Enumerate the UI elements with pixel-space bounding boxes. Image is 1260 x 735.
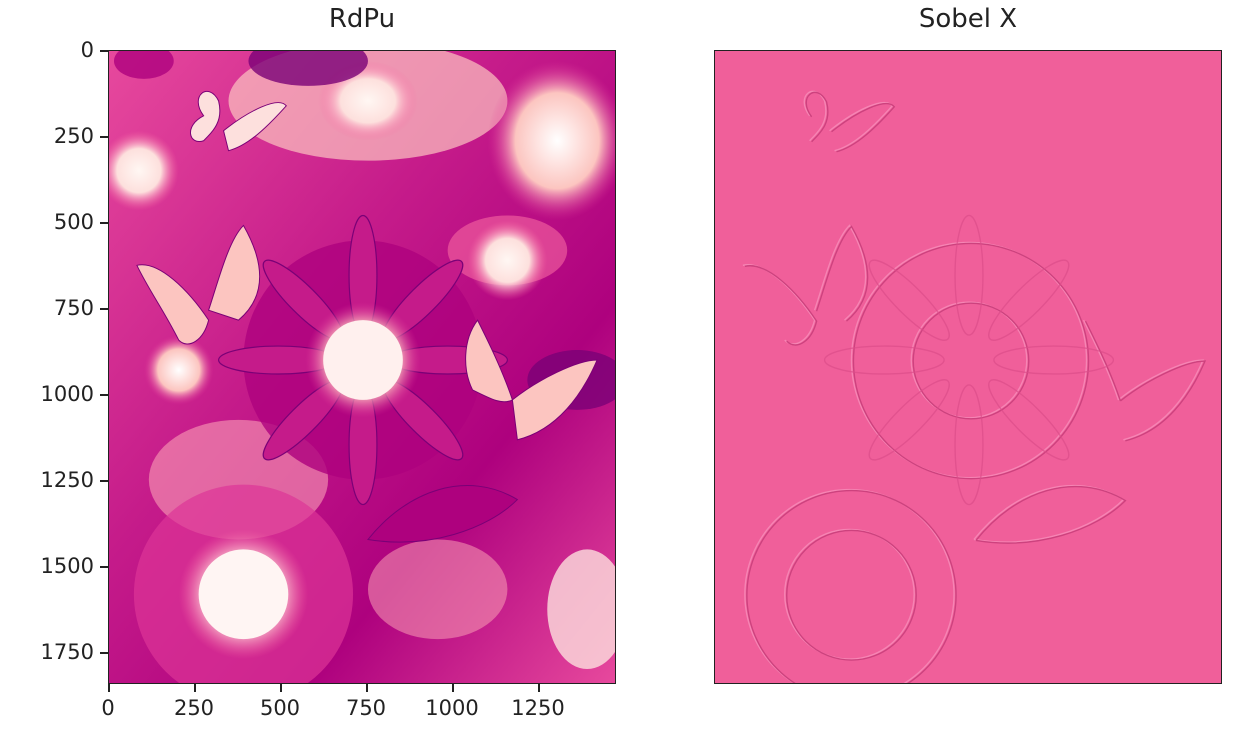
y-tick-label: 1750 bbox=[40, 640, 94, 664]
y-tick-mark bbox=[100, 480, 108, 482]
x-tick-mark bbox=[366, 684, 368, 692]
y-tick-mark bbox=[100, 222, 108, 224]
y-tick-label: 1500 bbox=[40, 554, 94, 578]
butterfly-top bbox=[190, 90, 287, 152]
y-tick-label: 500 bbox=[53, 210, 94, 234]
y-tick-mark bbox=[100, 136, 108, 138]
central-flower bbox=[217, 214, 509, 506]
y-tick-label: 750 bbox=[53, 296, 94, 320]
y-tick-label: 250 bbox=[53, 124, 94, 148]
y-tick-mark bbox=[100, 308, 108, 310]
x-tick-mark bbox=[280, 684, 282, 692]
x-tick-mark bbox=[538, 684, 540, 692]
butterfly-left bbox=[136, 224, 261, 345]
rdpu-image bbox=[108, 50, 616, 684]
butterfly-right bbox=[465, 319, 598, 441]
x-tick-label: 1000 bbox=[425, 696, 479, 720]
rdpu-image-canvas bbox=[109, 51, 615, 683]
x-tick-label: 750 bbox=[345, 696, 387, 720]
x-tick-mark bbox=[108, 684, 110, 692]
y-tick-label: 1000 bbox=[40, 382, 94, 406]
left-panel-title: RdPu bbox=[328, 4, 396, 34]
x-tick-label: 500 bbox=[259, 696, 301, 720]
y-tick-mark bbox=[100, 652, 108, 654]
y-tick-mark bbox=[100, 50, 108, 52]
y-tick-label: 0 bbox=[80, 38, 94, 62]
x-tick-mark bbox=[194, 684, 196, 692]
y-tick-label: 1250 bbox=[40, 468, 94, 492]
y-tick-mark bbox=[100, 394, 108, 396]
y-tick-mark bbox=[100, 566, 108, 568]
x-tick-mark bbox=[452, 684, 454, 692]
lower-flower bbox=[133, 484, 354, 683]
x-tick-label: 0 bbox=[101, 696, 115, 720]
sobel-x-image-canvas bbox=[715, 51, 1221, 683]
sobel-x-image bbox=[714, 50, 1222, 684]
x-tick-label: 250 bbox=[173, 696, 215, 720]
right-panel-title: Sobel X bbox=[918, 4, 1018, 34]
x-tick-label: 1250 bbox=[511, 696, 565, 720]
